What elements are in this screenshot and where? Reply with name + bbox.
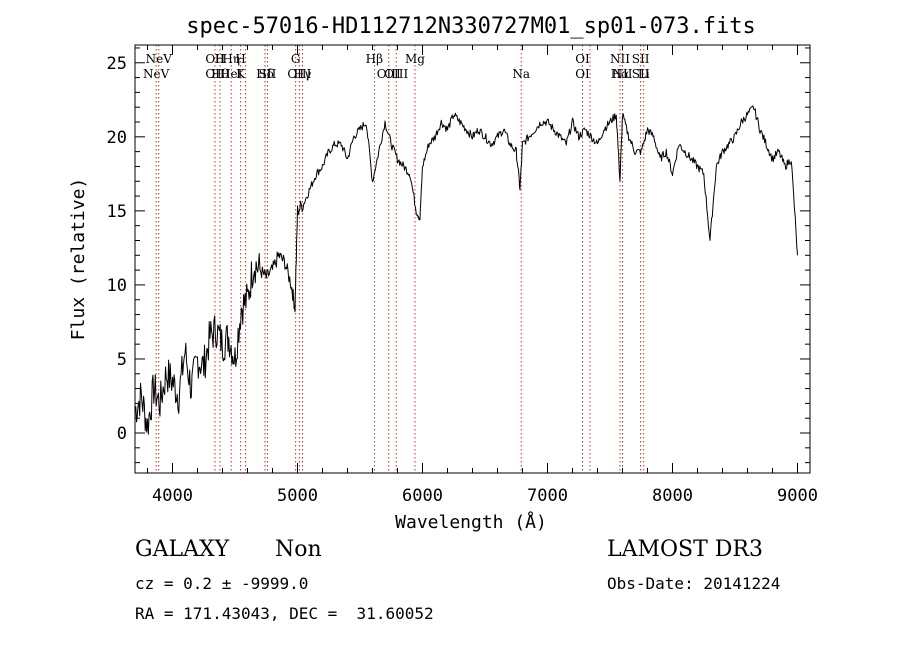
spectral-line-label: H — [215, 52, 225, 66]
redshift-readout: cz = 0.2 ± -9999.0 — [135, 574, 309, 593]
spectral-line-label: K — [236, 67, 246, 81]
y-tick-label: 25 — [107, 54, 127, 74]
spectral-line-label: OIII — [287, 67, 311, 81]
spectral-line-label: NeV — [143, 67, 170, 81]
chart-title: spec-57016-HD112712N330727M01_sp01-073.f… — [186, 14, 756, 39]
spectral-line-label: OI — [575, 52, 590, 66]
spectral-line-label: OIII — [377, 67, 401, 81]
x-tick-label: 6000 — [402, 486, 443, 506]
spectral-line-label: Mg — [405, 52, 425, 66]
spectrum-series-line — [134, 105, 798, 435]
spectral-line-label: NII — [613, 67, 633, 81]
spectral-line-label: Li — [638, 67, 650, 81]
spectral-line-label: H — [235, 52, 245, 66]
x-tick-label: 8000 — [652, 486, 693, 506]
spectral-line-label: Hη — [222, 52, 240, 66]
spectral-line-label: NII — [610, 52, 630, 66]
y-tick-label: 10 — [107, 276, 127, 296]
spectral-line-label: Hα — [611, 67, 630, 81]
y-tick-label: 15 — [107, 202, 127, 222]
spectral-line-label: Hγ — [294, 67, 312, 81]
y-axis-label: Flux (relative) — [68, 178, 89, 341]
spectral-line-label: G — [291, 52, 301, 66]
spectral-line-label: Hθ — [211, 67, 229, 81]
obs-date-readout: Obs-Date: 20141224 — [607, 574, 781, 593]
spectral-line-label: SII — [259, 67, 277, 81]
spectral-line-label: SII — [632, 52, 650, 66]
x-tick-label: 4000 — [152, 486, 193, 506]
spectral-line-label: OI — [575, 67, 590, 81]
spectral-line-label: Hδ — [256, 67, 274, 81]
x-tick-label: 9000 — [777, 486, 818, 506]
spectral-line-label: Hβ — [366, 52, 383, 66]
spectral-line-label: Na — [512, 67, 530, 81]
coordinates-readout: RA = 171.43043, DEC = 31.60052 — [135, 604, 434, 623]
spectral-line-label: SII — [632, 67, 650, 81]
y-tick-label: 20 — [107, 128, 127, 148]
spectral-line-label: NeV — [146, 52, 173, 66]
x-tick-label: 7000 — [527, 486, 568, 506]
x-axis-label: Wavelength (Å) — [395, 511, 547, 533]
x-tick-label: 5000 — [277, 486, 318, 506]
survey-label: LAMOST DR3 — [607, 537, 763, 562]
y-tick-label: 0 — [117, 424, 127, 444]
plot-frame — [134, 44, 811, 474]
subclass-label: Non — [275, 537, 322, 562]
spectral-line-label: OIII — [384, 67, 408, 81]
y-tick-label: 5 — [117, 350, 127, 370]
classification-label: GALAXY — [135, 537, 230, 562]
spectral-line-label: HeI — [220, 67, 243, 81]
